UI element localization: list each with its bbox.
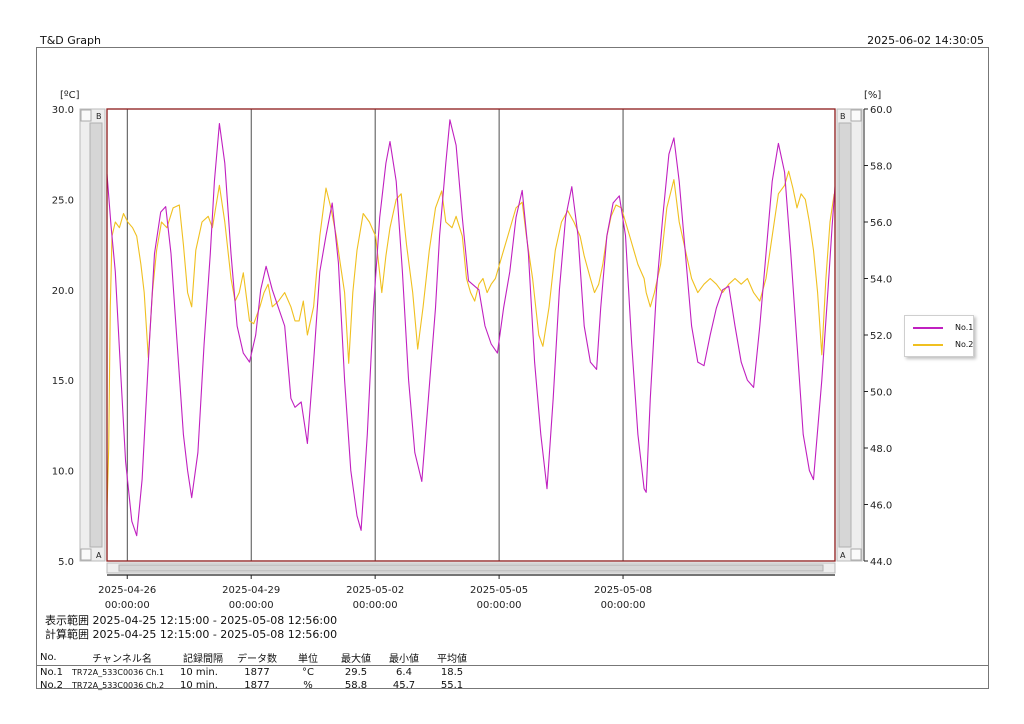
legend-swatch-no1	[913, 327, 943, 329]
y-right-tick-label: 54.0	[870, 275, 892, 286]
calc-range: 計算範囲 2025-04-25 12:15:00 - 2025-05-08 12…	[45, 628, 338, 641]
table-row: No.2 TR72A_533C0036 Ch.2 10 min. 1877 % …	[36, 679, 989, 692]
x-tick-label-time: 00:00:00	[477, 600, 522, 611]
row-interval: 10 min.	[180, 667, 218, 678]
left-scroll-thumb	[89, 122, 103, 548]
series-line-no2	[106, 170, 835, 511]
y-right-tick-label: 48.0	[870, 444, 892, 455]
table-row: No.1 TR72A_533C0036 Ch.1 10 min. 1877 °C…	[36, 666, 989, 680]
x-tick-label-time: 00:00:00	[229, 600, 274, 611]
row-interval: 10 min.	[180, 680, 218, 691]
legend-label-no2: No.2	[955, 340, 974, 349]
legend-swatch-no2	[913, 344, 943, 346]
right-scroll-label-a: A	[840, 551, 846, 560]
col-interval: 記録間隔	[183, 654, 223, 665]
y-left-tick-label: 25.0	[52, 195, 74, 206]
y-left-tick-label: 15.0	[52, 376, 74, 387]
left-scroll-down-button	[80, 548, 92, 561]
col-avg: 平均値	[437, 654, 467, 665]
y-right-tick-label: 56.0	[870, 218, 892, 229]
y-right-tick-label: 52.0	[870, 331, 892, 342]
row-no: No.1	[40, 667, 63, 678]
x-tick-label-time: 00:00:00	[601, 600, 646, 611]
y-right-tick-label: 58.0	[870, 162, 892, 173]
legend-item-no2: No.2	[911, 338, 974, 352]
x-tick-label-date: 2025-05-02	[346, 585, 404, 596]
right-scroll-thumb	[838, 122, 852, 548]
plot-frame	[106, 108, 836, 562]
col-min: 最小値	[389, 654, 419, 665]
col-no: No.	[40, 652, 57, 663]
row-unit: °C	[302, 667, 314, 678]
right-scroll-down-button	[850, 548, 862, 561]
right-scroll-up-button	[850, 109, 862, 122]
row-min: 45.7	[392, 680, 416, 691]
legend-label-no1: No.1	[955, 323, 974, 332]
row-min: 6.4	[396, 667, 412, 678]
y-right-tick-label: 50.0	[870, 388, 892, 399]
y-left-tick-label: 10.0	[52, 467, 74, 478]
series-line-no1	[106, 119, 836, 537]
y-right-tick-label: 44.0	[870, 557, 892, 568]
row-count: 1877	[244, 680, 270, 691]
report-frame	[36, 47, 989, 689]
legend-item-no1: No.1	[911, 321, 974, 335]
row-channel: TR72A_533C0036 Ch.1	[72, 668, 165, 677]
row-avg: 55.1	[440, 680, 464, 691]
print-timestamp: 2025-06-02 14:30:05	[867, 34, 984, 47]
col-count: データ数	[237, 654, 277, 665]
legend: No.1 No.2	[904, 315, 974, 357]
x-tick-label-time: 00:00:00	[353, 600, 398, 611]
col-unit: 単位	[298, 654, 318, 665]
row-channel: TR72A_533C0036 Ch.2	[72, 681, 165, 690]
display-range: 表示範囲 2025-04-25 12:15:00 - 2025-05-08 12…	[45, 614, 338, 627]
right-axis-unit: [%]	[864, 90, 881, 101]
x-tick-label-date: 2025-04-29	[222, 585, 280, 596]
y-right-tick-label: 46.0	[870, 501, 892, 512]
row-no: No.2	[40, 680, 63, 691]
row-max: 58.8	[344, 680, 368, 691]
y-left-tick-label: 5.0	[58, 557, 74, 568]
col-channel: チャンネル名	[92, 654, 152, 665]
left-scroll-label-b: B	[96, 112, 102, 121]
row-count: 1877	[244, 667, 270, 678]
x-tick-label-date: 2025-05-05	[470, 585, 528, 596]
x-tick-label-date: 2025-05-08	[594, 585, 652, 596]
y-right-tick-label: 60.0	[870, 105, 892, 116]
bottom-scroll-thumb	[118, 564, 824, 572]
stats-table: No. チャンネル名 記録間隔 データ数 単位 最大値 最小値 平均値 No.1…	[36, 650, 989, 692]
col-max: 最大値	[341, 654, 371, 665]
x-tick-label-time: 00:00:00	[105, 600, 150, 611]
row-avg: 18.5	[440, 667, 464, 678]
stats-header-row: No. チャンネル名 記録間隔 データ数 単位 最大値 最小値 平均値	[36, 650, 989, 666]
app-title: T&D Graph	[40, 34, 102, 47]
x-tick-label-date: 2025-04-26	[98, 585, 156, 596]
left-axis-unit: [ºC]	[60, 90, 80, 101]
row-max: 29.5	[344, 667, 368, 678]
y-left-tick-label: 20.0	[52, 286, 74, 297]
right-scroll-label-b: B	[840, 112, 846, 121]
y-left-tick-label: 30.0	[52, 105, 74, 116]
row-unit: %	[303, 680, 313, 691]
left-scroll-label-a: A	[96, 551, 102, 560]
left-scroll-up-button	[80, 109, 92, 122]
